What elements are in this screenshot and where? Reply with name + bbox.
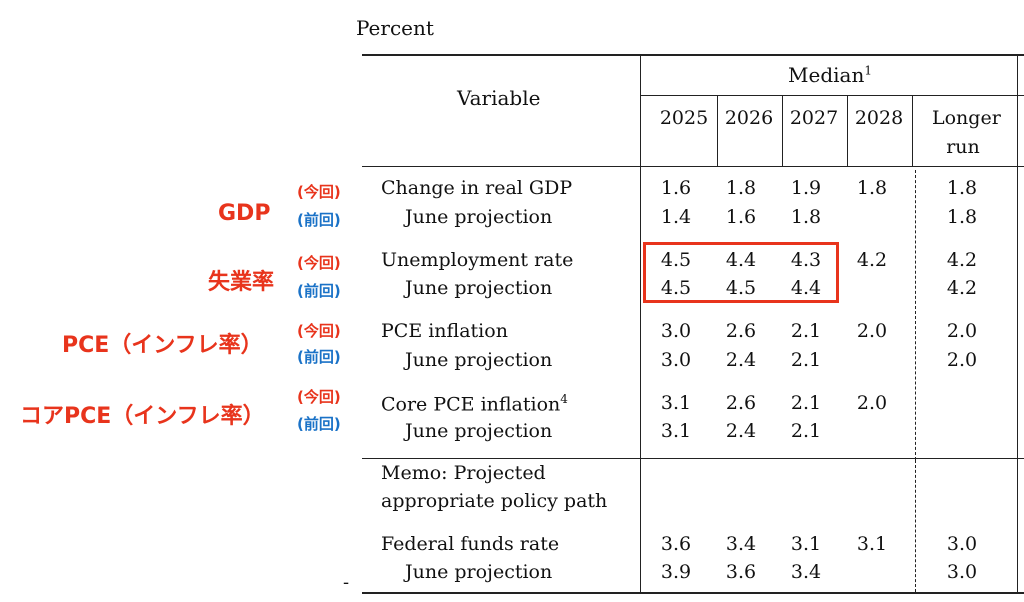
variable-header: Variable	[457, 86, 541, 110]
longer-run-dashed-divider-1	[915, 170, 916, 460]
table-bottom-rule	[362, 592, 1024, 594]
year-header-2027: 2027	[789, 107, 839, 129]
cell-core-pce-june-2025: 3.1	[660, 420, 692, 442]
cell-unemp-2026: 4.4	[725, 249, 757, 271]
cell-gdp-june-2025: 1.4	[660, 206, 692, 228]
year-divider-2028	[912, 95, 913, 166]
tag-previous-pce: (前回)	[297, 348, 341, 366]
cell-unemp-2028: 4.2	[856, 249, 888, 271]
row-label-core-pce: Core PCE inflation4	[381, 392, 568, 415]
cell-pce-2026: 2.6	[725, 320, 757, 342]
cell-ffr-june-2026: 3.6	[725, 561, 757, 583]
tag-current-gdp: (今回)	[297, 183, 341, 201]
cell-ffr-june-2025: 3.9	[660, 561, 692, 583]
cell-core-pce-june-2027: 2.1	[790, 420, 822, 442]
year-header-2026: 2026	[724, 107, 774, 129]
table-top-rule	[362, 54, 1024, 56]
tag-previous-unemployment: (前回)	[297, 282, 341, 300]
cell-gdp-longer-run: 1.8	[946, 177, 978, 199]
header-bottom-rule	[362, 166, 1024, 167]
tag-current-pce: (今回)	[297, 322, 341, 340]
year-divider-2026	[782, 95, 783, 166]
cell-unemp-longer-run: 4.2	[946, 249, 978, 271]
tag-current-unemployment: (今回)	[297, 254, 341, 272]
median-underline	[641, 95, 1024, 96]
row-label-core-pce-june: June projection	[405, 420, 553, 442]
median-footnote: 1	[864, 63, 872, 78]
row-label-pce: PCE inflation	[381, 320, 508, 342]
cell-unemp-june-2027: 4.4	[790, 277, 822, 299]
table-unit-label: Percent	[356, 16, 434, 40]
cell-pce-june-2026: 2.4	[725, 349, 757, 371]
row-label-fed-funds: Federal funds rate	[381, 533, 560, 555]
cell-core-pce-june-2026: 2.4	[725, 420, 757, 442]
memo-separator-rule	[362, 458, 1024, 459]
row-label-gdp-june: June projection	[405, 206, 553, 228]
cell-pce-june-longer-run: 2.0	[946, 349, 978, 371]
cell-ffr-2026: 3.4	[725, 533, 757, 555]
cell-unemp-june-2026: 4.5	[725, 277, 757, 299]
cell-unemp-2025: 4.5	[660, 249, 692, 271]
annotation-gdp: GDP	[218, 201, 271, 226]
cell-core-pce-2027: 2.1	[790, 392, 822, 414]
row-label-pce-june: June projection	[405, 349, 553, 371]
cell-pce-2027: 2.1	[790, 320, 822, 342]
row-label-unemployment-june: June projection	[405, 277, 553, 299]
cell-pce-2028: 2.0	[856, 320, 888, 342]
cell-pce-june-2025: 3.0	[660, 349, 692, 371]
longer-run-dashed-divider-2	[915, 460, 916, 592]
year-divider-2025	[717, 95, 718, 166]
longer-run-header-line1: Longer	[932, 107, 1001, 129]
cell-ffr-june-2027: 3.4	[790, 561, 822, 583]
row-label-fed-funds-june: June projection	[405, 561, 553, 583]
cell-gdp-june-2026: 1.6	[725, 206, 757, 228]
tag-previous-core-pce: (前回)	[297, 415, 341, 433]
median-header: Median1	[788, 63, 872, 87]
annotation-unemployment: 失業率	[208, 270, 275, 295]
cell-unemp-june-2025: 4.5	[660, 277, 692, 299]
table-right-edge	[1017, 54, 1018, 594]
cell-pce-2025: 3.0	[660, 320, 692, 342]
year-divider-2027	[847, 95, 848, 166]
year-header-2025: 2025	[659, 107, 709, 129]
cell-gdp-june-2027: 1.8	[790, 206, 822, 228]
longer-run-header-line2: run	[946, 136, 980, 158]
median-header-text: Median	[788, 63, 865, 87]
cell-ffr-june-longer-run: 3.0	[946, 561, 978, 583]
tag-current-core-pce: (今回)	[297, 388, 341, 406]
cell-ffr-longer-run: 3.0	[946, 533, 978, 555]
annotation-core-pce: コアPCE（インフレ率）	[20, 404, 265, 429]
cell-gdp-2026: 1.8	[725, 177, 757, 199]
annotation-pce: PCE（インフレ率）	[62, 333, 263, 358]
cell-ffr-2027: 3.1	[790, 533, 822, 555]
core-pce-footnote: 4	[560, 392, 568, 406]
variable-column-divider	[640, 54, 641, 594]
row-label-core-pce-text: Core PCE inflation	[381, 393, 561, 416]
cell-core-pce-2025: 3.1	[660, 392, 692, 414]
tag-previous-gdp: (前回)	[297, 211, 341, 229]
cell-pce-june-2027: 2.1	[790, 349, 822, 371]
cell-ffr-2028: 3.1	[856, 533, 888, 555]
cell-ffr-2025: 3.6	[660, 533, 692, 555]
unemployment-highlight-box	[643, 242, 839, 303]
memo-line-2: appropriate policy path	[381, 490, 608, 512]
cell-unemp-2027: 4.3	[790, 249, 822, 271]
cell-pce-longer-run: 2.0	[946, 320, 978, 342]
row-label-unemployment: Unemployment rate	[381, 249, 574, 271]
cell-unemp-june-longer-run: 4.2	[946, 277, 978, 299]
cell-gdp-2025: 1.6	[660, 177, 692, 199]
cell-core-pce-2028: 2.0	[856, 392, 888, 414]
cell-core-pce-2026: 2.6	[725, 392, 757, 414]
row-label-real-gdp: Change in real GDP	[381, 177, 573, 199]
stray-dash-mark: -	[343, 572, 350, 593]
memo-line-1: Memo: Projected	[381, 462, 546, 484]
year-header-2028: 2028	[854, 107, 904, 129]
cell-gdp-2027: 1.9	[790, 177, 822, 199]
cell-gdp-2028: 1.8	[856, 177, 888, 199]
cell-gdp-june-longer-run: 1.8	[946, 206, 978, 228]
